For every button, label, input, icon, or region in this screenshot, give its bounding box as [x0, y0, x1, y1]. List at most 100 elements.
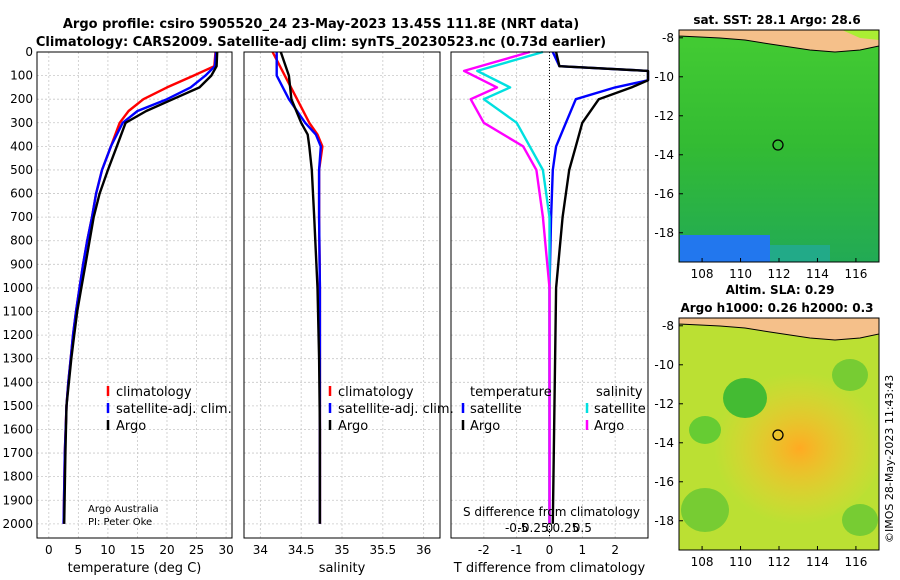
y-tick-label: 600: [10, 187, 33, 201]
sla-low-4: [681, 488, 729, 532]
plot-frame: [243, 51, 441, 539]
sla-map-subtitle: Argo h1000: 0.26 h2000: 0.3: [680, 301, 873, 315]
secondary-tick-label: -0.5: [505, 521, 528, 535]
y-tick-label: 1500: [2, 399, 33, 413]
x-tick-label: 5: [75, 543, 83, 557]
credit-line1: Argo Australia: [88, 504, 159, 515]
y-tick-label: 800: [10, 234, 33, 248]
x-tick-label: 0: [45, 543, 53, 557]
map-x-tick-label: 108: [691, 267, 714, 281]
legend-label: satellite: [470, 402, 522, 417]
secondary-tick-label: -0.25: [518, 521, 549, 535]
x-tick-label: 0: [546, 543, 554, 557]
plot-frame: [36, 51, 233, 539]
x-tick-label: 15: [130, 543, 145, 557]
x-tick-label: 30: [218, 543, 233, 557]
series-line-argo: [63, 51, 219, 524]
legend-label: satellite-adj. clim.: [116, 402, 232, 417]
map-y-tick-label: -16: [654, 187, 674, 201]
map-x-tick-label: 112: [768, 267, 791, 281]
y-tick-label: 1400: [2, 375, 33, 389]
series-line-argo: [279, 51, 322, 524]
map-y-tick-label: -18: [654, 226, 674, 240]
legend-title-temperature: temperature: [470, 385, 552, 400]
map-y-tick-label: -8: [662, 319, 674, 333]
sst-warm-patch: [680, 235, 770, 262]
map-y-tick-label: -10: [654, 70, 674, 84]
y-tick-label: 1100: [2, 305, 33, 319]
sla-low-3: [832, 359, 868, 391]
x-tick-label: 34: [253, 543, 268, 557]
y-tick-label: 1000: [2, 281, 33, 295]
legend-label: climatology: [338, 385, 414, 400]
map-x-tick-label: 112: [768, 555, 791, 569]
legend-title-salinity: salinity: [596, 385, 643, 400]
secondary-tick-label: 0.5: [573, 521, 592, 535]
x-tick-label: 34.5: [288, 543, 315, 557]
sst-land-east: [842, 30, 879, 40]
secondary-tick-label: 0: [546, 521, 554, 535]
sla-argo-marker: [772, 429, 784, 441]
x-tick-label: 36: [416, 543, 431, 557]
map-y-tick-label: -18: [654, 514, 674, 528]
legend-label: Argo: [338, 419, 368, 434]
y-tick-label: 300: [10, 116, 33, 130]
y-tick-label: 2000: [2, 517, 33, 531]
map-x-tick-label: 114: [806, 555, 829, 569]
y-tick-label: 1600: [2, 422, 33, 436]
sst-ocean: [679, 30, 879, 262]
temperature-panel: 0100200300400500600700800900100011001200…: [2, 45, 233, 576]
y-tick-label: 500: [10, 163, 33, 177]
sla-low-2: [689, 416, 721, 444]
x-axis-label: temperature (deg C): [68, 561, 202, 576]
map-y-tick-label: -14: [654, 148, 674, 162]
map-x-tick-label: 114: [806, 267, 829, 281]
x-axis-label: T difference from climatology: [453, 561, 646, 576]
map-y-tick-label: -12: [654, 109, 674, 123]
legend-label: climatology: [116, 385, 192, 400]
y-tick-label: 1300: [2, 352, 33, 366]
map-x-tick-label: 110: [729, 555, 752, 569]
legend-label: satellite-adj. clim.: [338, 402, 454, 417]
x-axis-label: salinity: [319, 561, 366, 576]
sla-map: Altim. SLA: 0.29 Argo h1000: 0.26 h2000:…: [654, 283, 885, 569]
y-tick-label: 400: [10, 139, 33, 153]
x-tick-label: 20: [159, 543, 174, 557]
series-line-salinity-satellite: [476, 50, 551, 524]
x-tick-label: 35.5: [369, 543, 396, 557]
map-y-tick-label: -16: [654, 475, 674, 489]
map-x-tick-label: 116: [844, 555, 867, 569]
map-x-tick-label: 110: [729, 267, 752, 281]
map-y-tick-label: -12: [654, 397, 674, 411]
secondary-axis-label: S difference from climatology: [463, 505, 640, 519]
sla-low-1: [723, 378, 767, 418]
y-tick-label: 700: [10, 210, 33, 224]
title-line1: Argo profile: csiro 5905520_24 23-May-20…: [63, 17, 579, 32]
difference-panel: -2 -1 0 1 2 T difference from climatology temp…: [450, 50, 650, 576]
credit-line2: PI: Peter Oke: [88, 517, 152, 528]
title-line2: Climatology: CARS2009. Satellite-adj cli…: [36, 35, 606, 50]
series-line-satellite-adj-clim-: [275, 52, 322, 524]
legend-label: Argo: [594, 419, 624, 434]
x-tick-label: 2: [611, 543, 619, 557]
legend-label: Argo: [470, 419, 500, 434]
series-line-salinity-argo: [462, 50, 551, 524]
secondary-tick-label: 0.25: [553, 521, 580, 535]
sla-low-5: [842, 504, 878, 536]
map-y-tick-label: -10: [654, 358, 674, 372]
x-tick-label: 10: [100, 543, 115, 557]
x-tick-label: -2: [478, 543, 490, 557]
sst-map: sat. SST: 28.1 Argo: 28.6 108 110 112 114 11…: [654, 13, 880, 281]
sst-map-title: sat. SST: 28.1 Argo: 28.6: [693, 13, 860, 27]
sla-map-title: Altim. SLA: 0.29: [726, 283, 835, 297]
y-tick-label: 1900: [2, 493, 33, 507]
map-y-tick-label: -8: [662, 31, 674, 45]
map-x-tick-label: 116: [844, 267, 867, 281]
map-x-tick-label: 108: [691, 555, 714, 569]
y-tick-label: 100: [10, 69, 33, 83]
plot-frame: [450, 51, 649, 539]
map-y-tick-label: -14: [654, 436, 674, 450]
y-tick-label: 200: [10, 92, 33, 106]
y-tick-label: 1700: [2, 446, 33, 460]
